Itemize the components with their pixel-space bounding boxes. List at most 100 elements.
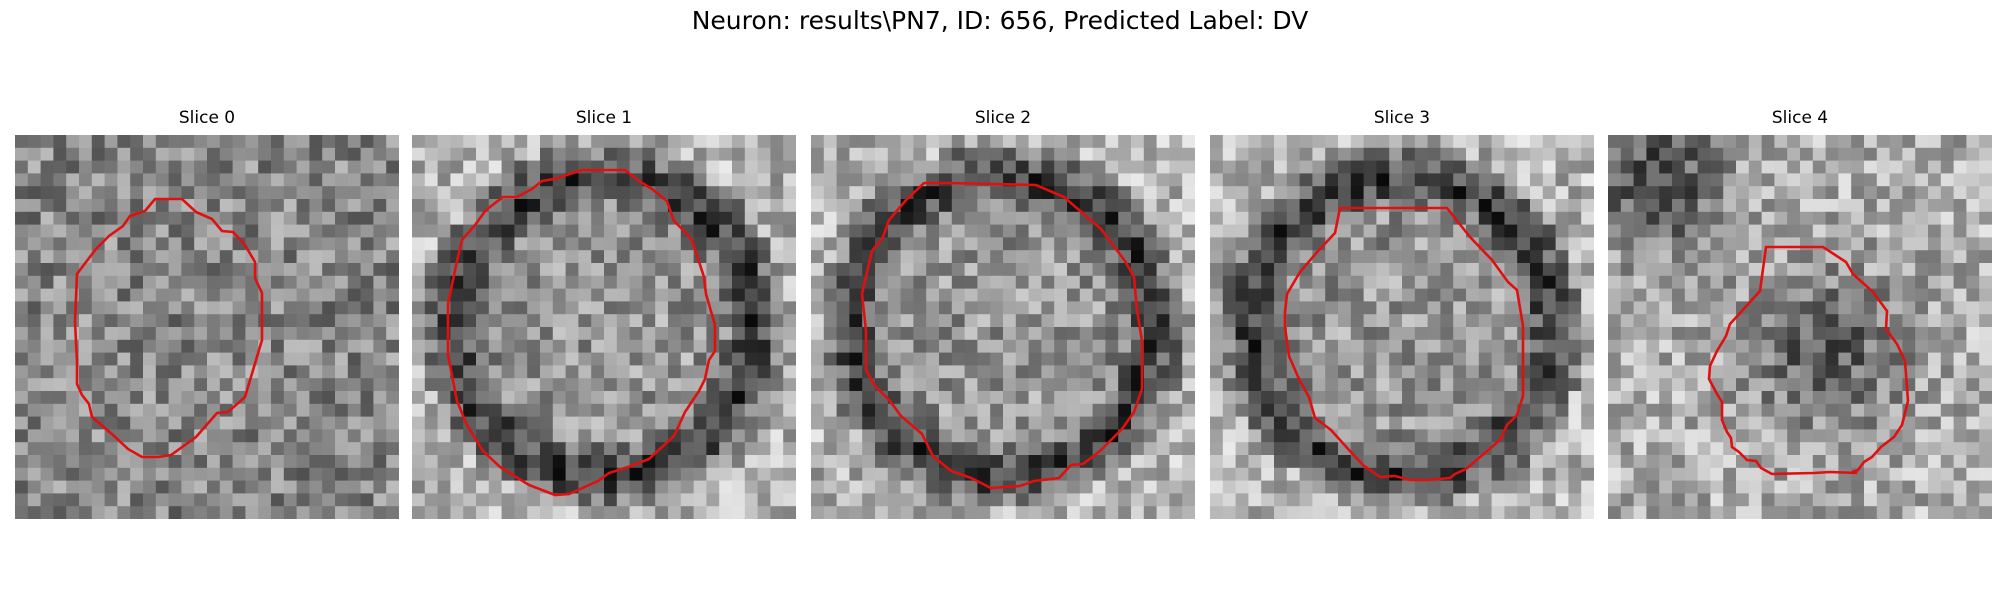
image-pixel (770, 173, 784, 187)
image-pixel (1812, 391, 1827, 405)
image-pixel (693, 314, 707, 328)
image-pixel (616, 429, 631, 443)
image-pixel (1028, 455, 1042, 469)
image-pixel (1440, 314, 1454, 328)
image-pixel (616, 442, 631, 456)
image-pixel (1889, 506, 1903, 519)
image-pixel (40, 224, 54, 238)
image-pixel (913, 211, 927, 226)
image-pixel (207, 211, 221, 226)
image-pixel (1350, 288, 1365, 302)
image-pixel (412, 314, 426, 328)
image-pixel (245, 327, 259, 341)
image-pixel (488, 403, 503, 418)
image-pixel (143, 467, 157, 482)
image-pixel (1748, 224, 1763, 238)
image-pixel (1697, 186, 1711, 200)
image-pixel (591, 186, 605, 200)
image-pixel (1723, 480, 1737, 494)
image-pixel (719, 173, 733, 187)
image-pixel (1376, 135, 1390, 149)
image-pixel (1041, 403, 1055, 418)
image-pixel (1620, 493, 1635, 507)
image-pixel (1774, 224, 1788, 238)
image-pixel (463, 391, 477, 405)
image-pixel (168, 160, 182, 174)
image-pixel (130, 378, 144, 392)
image-pixel (1169, 275, 1183, 290)
image-pixel (1235, 288, 1249, 302)
image-pixel (1182, 480, 1195, 494)
image-pixel (1953, 288, 1967, 302)
image-pixel (1182, 378, 1195, 392)
image-pixel (1286, 416, 1301, 430)
image-pixel (1210, 275, 1224, 290)
image-pixel (1646, 224, 1660, 238)
image-pixel (1261, 352, 1275, 366)
image-pixel (181, 416, 195, 430)
image-pixel (1325, 493, 1339, 507)
image-pixel (1286, 160, 1301, 174)
image-pixel (91, 327, 106, 341)
image-pixel (194, 391, 208, 405)
image-pixel (1581, 480, 1594, 494)
image-pixel (1261, 378, 1275, 392)
image-pixel (66, 224, 80, 238)
image-pixel (1105, 288, 1119, 302)
image-pixel (1723, 160, 1737, 174)
image-pixel (232, 339, 246, 354)
image-pixel (939, 135, 953, 149)
image-pixel (91, 186, 106, 200)
image-pixel (1299, 211, 1313, 226)
image-pixel (849, 493, 863, 507)
image-pixel (1131, 506, 1145, 519)
image-pixel (1079, 199, 1094, 213)
image-pixel (977, 301, 991, 315)
image-pixel (1928, 480, 1942, 494)
image-pixel (347, 455, 362, 469)
image-pixel (655, 288, 669, 302)
image-pixel (1261, 416, 1275, 430)
image-pixel (527, 442, 541, 456)
image-pixel (1761, 301, 1775, 315)
image-pixel (1274, 467, 1288, 482)
image-pixel (1966, 467, 1980, 482)
image-pixel (143, 352, 157, 366)
image-pixel (1800, 301, 1814, 315)
image-pixel (706, 186, 720, 200)
image-pixel (219, 314, 234, 328)
image-pixel (668, 480, 682, 494)
image-pixel (1542, 147, 1557, 162)
image-pixel (1235, 147, 1249, 162)
image-pixel (939, 275, 953, 290)
image-pixel (1812, 275, 1827, 290)
image-pixel (117, 314, 131, 328)
image-pixel (939, 301, 953, 315)
image-pixel (1067, 301, 1081, 315)
image-pixel (1182, 314, 1195, 328)
image-pixel (1672, 429, 1686, 443)
image-pixel (1414, 365, 1429, 379)
image-pixel (1659, 352, 1673, 366)
image-pixel (951, 429, 966, 443)
image-pixel (1105, 199, 1119, 213)
image-pixel (1427, 442, 1441, 456)
image-pixel (642, 429, 656, 443)
image-pixel (1274, 211, 1288, 226)
image-pixel (977, 275, 991, 290)
image-pixel (1067, 250, 1081, 264)
image-pixel (1672, 288, 1686, 302)
image-pixel (66, 250, 80, 264)
image-pixel (990, 250, 1004, 264)
image-pixel (412, 455, 426, 469)
image-pixel (245, 429, 259, 443)
image-pixel (1041, 493, 1055, 507)
image-pixel (1940, 160, 1955, 174)
image-pixel (104, 493, 118, 507)
image-pixel (476, 391, 490, 405)
image-pixel (1684, 480, 1699, 494)
image-pixel (1902, 250, 1916, 264)
image-pixel (322, 224, 336, 238)
image-pixel (527, 352, 541, 366)
image-pixel (155, 352, 170, 366)
